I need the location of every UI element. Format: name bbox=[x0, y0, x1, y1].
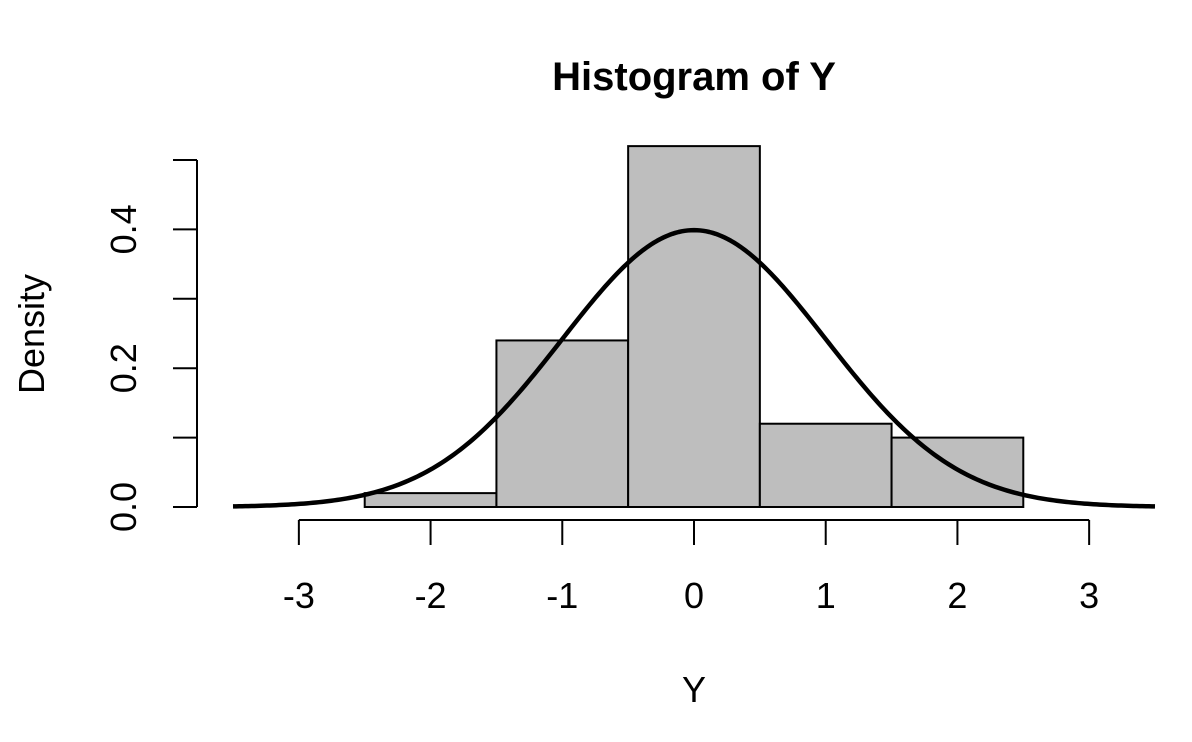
x-tick-label-4: 1 bbox=[816, 575, 836, 616]
density-curve bbox=[232, 227, 1156, 509]
histogram-bar-0 bbox=[363, 492, 498, 508]
histogram-bar-1 bbox=[495, 339, 630, 508]
histogram-bar-3 bbox=[758, 422, 893, 508]
x-axis: -3 -2 -1 0 1 2 3 bbox=[283, 519, 1099, 616]
y-axis-label: Density bbox=[11, 274, 52, 394]
histogram-bar-2 bbox=[627, 145, 761, 508]
x-tick-label-6: 3 bbox=[1079, 575, 1099, 616]
density-curve-group bbox=[232, 227, 1156, 509]
y-axis: 0.0 0.2 0.4 bbox=[103, 159, 198, 532]
x-tick-label-5: 2 bbox=[947, 575, 967, 616]
histogram-bars bbox=[363, 145, 1025, 509]
y-tick-label-4: 0.4 bbox=[103, 204, 144, 254]
chart-title: Histogram of Y bbox=[552, 55, 836, 99]
x-axis-label: Y bbox=[682, 669, 706, 710]
histogram-bar-4 bbox=[890, 436, 1025, 509]
x-tick-label-0: -3 bbox=[283, 575, 315, 616]
y-tick-label-2: 0.2 bbox=[103, 343, 144, 393]
x-tick-label-2: -1 bbox=[546, 575, 578, 616]
x-tick-label-1: -2 bbox=[415, 575, 447, 616]
x-tick-label-3: 0 bbox=[684, 575, 704, 616]
y-tick-label-0: 0.0 bbox=[103, 482, 144, 532]
